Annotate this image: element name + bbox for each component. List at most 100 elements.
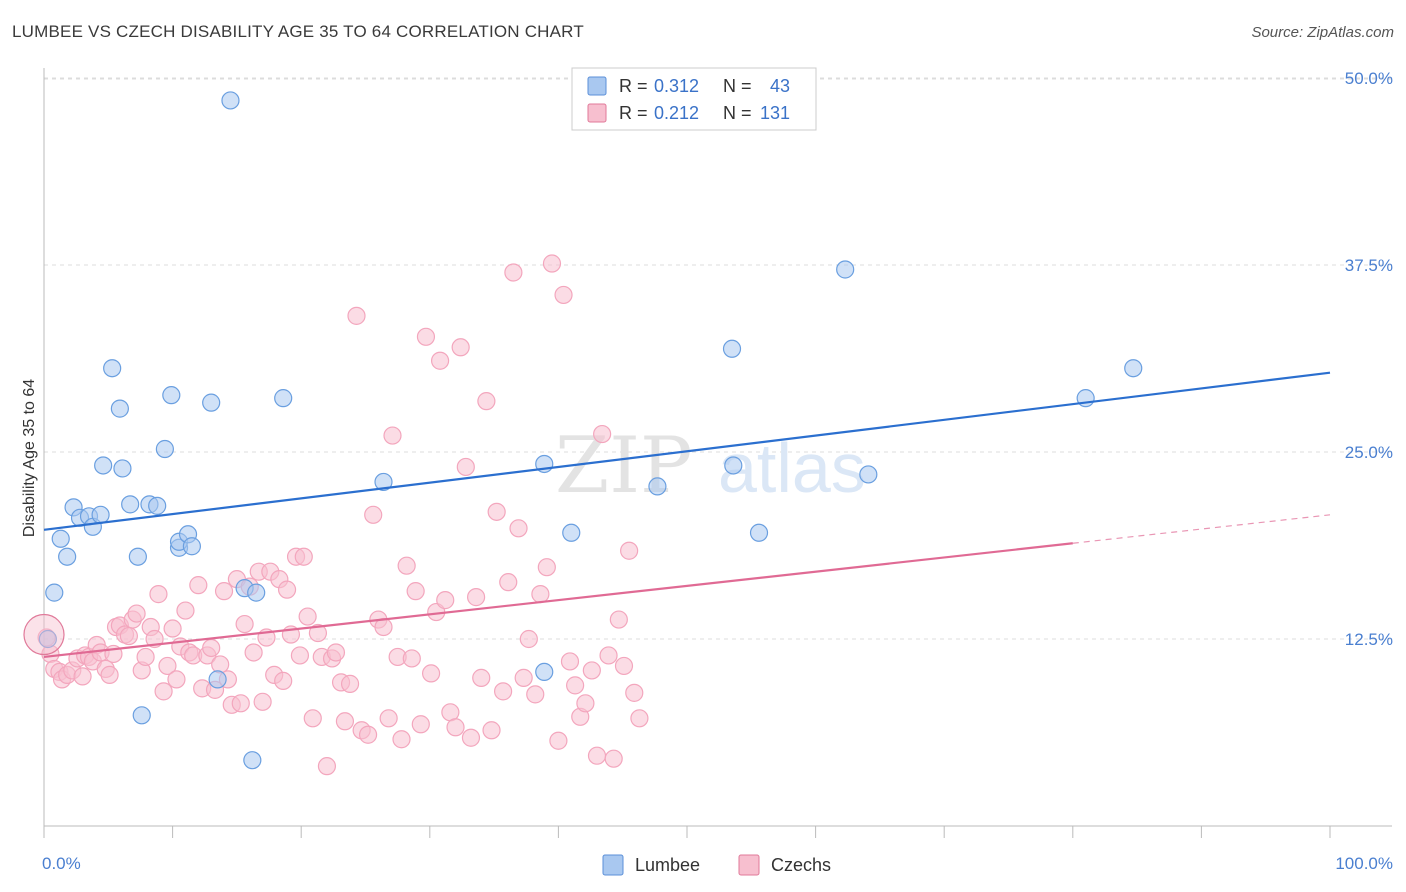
x-tick-label: 0.0%: [42, 854, 81, 873]
czechs-point: [582, 661, 601, 680]
czechs-point: [290, 646, 310, 665]
y-tick-label: 37.5%: [1345, 256, 1393, 275]
czechs-point: [519, 629, 538, 649]
source-label: Source: ZipAtlas.com: [1251, 24, 1394, 41]
czechs-point: [514, 668, 533, 687]
czechs-point: [456, 457, 475, 477]
czechs-trend-extension: [1072, 514, 1331, 544]
lumbee-point: [132, 706, 151, 725]
czechs-point: [620, 541, 639, 560]
lumbee-point: [208, 670, 227, 689]
czechs-point: [487, 502, 506, 521]
czechs-point: [436, 591, 455, 610]
lumbee-point: [148, 496, 167, 515]
lumbee-point: [38, 629, 57, 649]
czechs-point: [593, 424, 612, 444]
czechs-point: [461, 728, 481, 747]
czechs-point: [298, 607, 317, 626]
lumbee-point: [836, 260, 855, 279]
czechs-point: [308, 623, 328, 643]
bottom-legend: Lumbee Czechs: [602, 854, 831, 876]
bottom-legend-label-lumbee: Lumbee: [635, 855, 700, 875]
lumbee-point: [247, 583, 266, 602]
legend-r-value: 0.312: [654, 76, 699, 96]
lumbee-point: [121, 495, 140, 514]
lumbee-point: [243, 751, 262, 770]
lumbee-point: [724, 456, 743, 475]
czechs-point: [163, 619, 182, 638]
legend-box: [571, 67, 817, 131]
czechs-point: [560, 652, 580, 671]
bottom-legend-label-czechs: Czechs: [771, 855, 831, 875]
czechs-point: [317, 757, 337, 776]
czechs-point: [340, 674, 360, 693]
czechs-point: [477, 392, 496, 411]
lumbee-point: [103, 359, 122, 378]
czechs-point: [482, 721, 501, 740]
czechs-point: [358, 725, 378, 744]
legend-r-label: R =: [619, 76, 648, 96]
watermark-zip: ZIP: [555, 421, 693, 511]
czechs-point: [542, 254, 562, 273]
czechs-point: [167, 670, 186, 689]
gridlines: [44, 77, 1392, 640]
bottom-legend-swatch-czechs: [738, 854, 760, 876]
lumbee-point: [221, 91, 240, 110]
czechs-point: [599, 646, 618, 665]
czechs-point: [326, 643, 346, 662]
data-points: [23, 91, 1143, 776]
czechs-point: [402, 649, 421, 668]
czechs-point: [466, 588, 486, 607]
czechs-point: [158, 656, 177, 676]
czechs-point: [416, 327, 436, 346]
lumbee-point: [94, 456, 113, 475]
lumbee-point: [274, 389, 293, 408]
czechs-point: [531, 585, 550, 604]
lumbee-point: [155, 439, 174, 459]
czechs-point: [214, 582, 234, 601]
czechs-point: [451, 338, 470, 357]
lumbee-point: [535, 662, 554, 682]
czechs-point: [397, 556, 416, 575]
czechs-large-point: [23, 613, 65, 656]
czechs-trend-line: [43, 542, 1073, 659]
lumbee-point: [113, 459, 132, 478]
czechs-point: [614, 656, 634, 676]
watermark-atlas: atlas: [718, 429, 866, 507]
axes: [43, 68, 1392, 838]
czechs-point: [303, 709, 322, 728]
czechs-point: [347, 306, 366, 325]
legend-swatch-lumbee: [587, 76, 607, 96]
czechs-point: [554, 285, 573, 305]
czechs-point: [294, 547, 313, 566]
watermark: ZIP atlas: [555, 421, 866, 511]
chart-title: LUMBEE VS CZECH DISABILITY AGE 35 TO 64 …: [12, 22, 584, 41]
czechs-point: [406, 582, 425, 601]
y-tick-label: 25.0%: [1345, 443, 1393, 462]
czechs-point: [253, 692, 272, 711]
lumbee-point: [722, 339, 742, 358]
czechs-point: [587, 746, 607, 765]
czechs-point: [73, 667, 92, 686]
czechs-point: [421, 664, 441, 683]
legend: R = 0.312 N = 43 R = 0.212 N = 131: [571, 67, 817, 131]
czechs-point: [509, 519, 528, 538]
czechs-point: [211, 655, 230, 674]
czechs-point: [149, 585, 168, 604]
czechs-point: [494, 682, 513, 701]
czechs-point: [383, 426, 402, 445]
legend-r-label: R =: [619, 103, 648, 123]
czechs-point: [566, 676, 585, 695]
legend-n-value: 131: [760, 103, 790, 123]
czechs-point: [537, 558, 556, 577]
lumbee-point: [859, 465, 878, 484]
czechs-point: [504, 263, 523, 282]
czechs-point: [499, 573, 518, 592]
czechs-point: [472, 668, 491, 687]
lumbee-point: [374, 472, 393, 492]
czechs-point: [176, 601, 195, 620]
czechs-point: [364, 505, 383, 524]
czechs-point: [119, 626, 138, 646]
lumbee-point: [45, 583, 64, 602]
